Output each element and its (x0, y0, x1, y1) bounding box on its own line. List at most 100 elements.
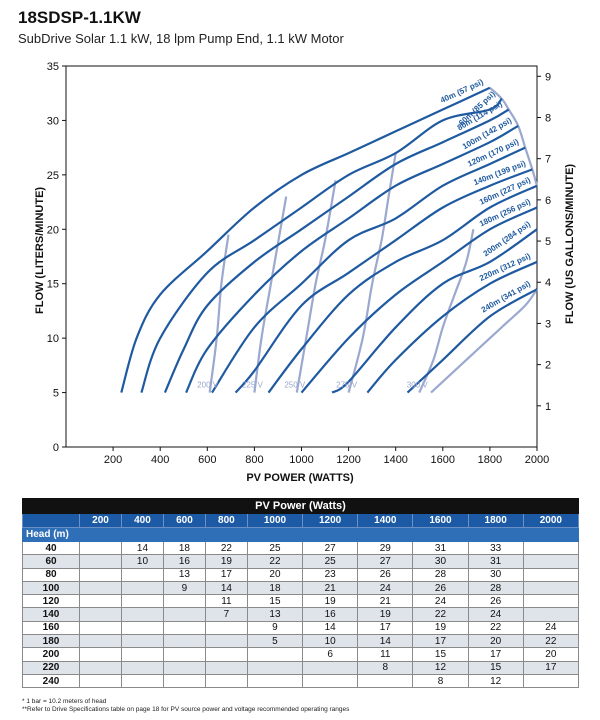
table-cell (79, 634, 122, 649)
voltage-label: 225 V (242, 381, 264, 390)
head-curve (234, 168, 533, 394)
boundary-curve (430, 288, 538, 394)
table-cell: 20 (522, 647, 580, 662)
x-tick-label: 1200 (336, 454, 360, 466)
y2-axis-label: FLOW (US GALLONS/MINUTE) (564, 163, 576, 324)
table-cell: 11 (204, 594, 248, 609)
table-cell (120, 634, 164, 649)
table-cell (120, 647, 164, 662)
table-cell: 15 (467, 660, 524, 675)
table-cell: 12 (467, 673, 524, 689)
table-col-header: 1400 (357, 513, 414, 528)
x-axis-label: PV POWER (WATTS) (246, 472, 354, 484)
table-col-header: 1800 (467, 513, 524, 528)
table-row: 180 5 10 14 17 20 22 (22, 634, 580, 649)
table-col-header: 2000 (522, 513, 580, 528)
table-head-cell: 40 (22, 540, 80, 556)
table-row: 200 6 11 15 17 20 (22, 647, 580, 662)
table-cell: 5 (246, 634, 304, 649)
x-tick-label: 1800 (478, 454, 502, 466)
table-cell: 22 (412, 607, 469, 622)
table-cell: 22 (246, 554, 304, 569)
y2-tick-label: 5 (545, 236, 551, 248)
table-cell (204, 660, 248, 675)
table-row: 140 7 13 16 19 22 24 (22, 607, 580, 622)
table-head-cell: 180 (22, 634, 80, 649)
table-cell (246, 660, 304, 675)
table-cell (120, 660, 164, 675)
voltage-label: 250 V (284, 381, 306, 390)
head-curve (300, 206, 538, 394)
y-axis-label: FLOW (LITERS/MINUTE) (34, 186, 46, 314)
table-cell: 27 (302, 540, 359, 556)
table-cell (162, 620, 206, 636)
y-tick-label: 25 (47, 170, 59, 182)
table-col-header: 200 (79, 513, 122, 528)
table-cell (79, 607, 122, 622)
table-super-header: PV Power (Watts) (22, 498, 579, 514)
table-cell: 15 (412, 647, 469, 662)
table-cell (522, 567, 580, 582)
table-cell (522, 607, 580, 622)
table-cell (204, 620, 248, 636)
table-cell (162, 594, 206, 609)
y-tick-label: 15 (47, 279, 59, 291)
head-curve (267, 184, 538, 394)
table-head-cell: 60 (22, 554, 80, 569)
table-cell: 26 (357, 567, 414, 582)
x-tick-label: 600 (198, 454, 216, 466)
table-col-header: 800 (204, 513, 248, 528)
table-cell (79, 594, 122, 609)
table-cell: 18 (246, 580, 304, 596)
table-cell: 24 (522, 620, 580, 636)
table-row: 80 13 17 20 23 26 28 30 (22, 567, 580, 582)
table-cell (120, 567, 164, 582)
voltage-label: 200 V (197, 381, 219, 390)
table-cell: 9 (246, 620, 304, 636)
table-cell (79, 620, 122, 636)
head-curve (185, 124, 519, 394)
voltage-label: 300 V (407, 381, 429, 390)
head-curve (140, 97, 503, 393)
table-cell: 17 (204, 567, 248, 582)
table-cell (522, 594, 580, 609)
table-cell (162, 607, 206, 622)
table-cell: 12 (412, 660, 469, 675)
x-tick-label: 1000 (289, 454, 313, 466)
table-cell: 10 (302, 634, 359, 649)
table-cell: 7 (204, 607, 248, 622)
table-head-label: Head (m) (22, 527, 579, 542)
table-row: 160 9 14 17 19 22 24 (22, 620, 580, 636)
x-tick-label: 1600 (431, 454, 455, 466)
table-cell (79, 540, 122, 556)
voltage-curve (208, 234, 230, 393)
table-cell: 17 (357, 620, 414, 636)
table-head-cell: 140 (22, 607, 80, 622)
head-curve (406, 288, 538, 394)
table-col-header: 600 (162, 513, 206, 528)
table-cell (522, 580, 580, 596)
table-cell (162, 660, 206, 675)
table-cell: 20 (467, 634, 524, 649)
y-tick-label: 30 (47, 115, 59, 127)
table-cell (79, 580, 122, 596)
table-cell: 24 (467, 607, 524, 622)
table-cell (204, 634, 248, 649)
table-cell (79, 554, 122, 569)
y2-tick-label: 7 (545, 154, 551, 166)
table-cell: 28 (412, 567, 469, 582)
x-tick-label: 400 (151, 454, 169, 466)
table-cell: 18 (162, 540, 206, 556)
voltage-label: 275 V (336, 381, 358, 390)
table-cell: 30 (412, 554, 469, 569)
table-cell (79, 647, 122, 662)
table-cell (79, 660, 122, 675)
table-cell (302, 673, 359, 689)
table-cell: 11 (357, 647, 414, 662)
head-curve (163, 108, 510, 394)
table-head-cell: 200 (22, 647, 80, 662)
x-tick-label: 200 (104, 454, 122, 466)
table-cell: 14 (357, 634, 414, 649)
table-cell: 31 (467, 554, 524, 569)
table-cell (120, 580, 164, 596)
